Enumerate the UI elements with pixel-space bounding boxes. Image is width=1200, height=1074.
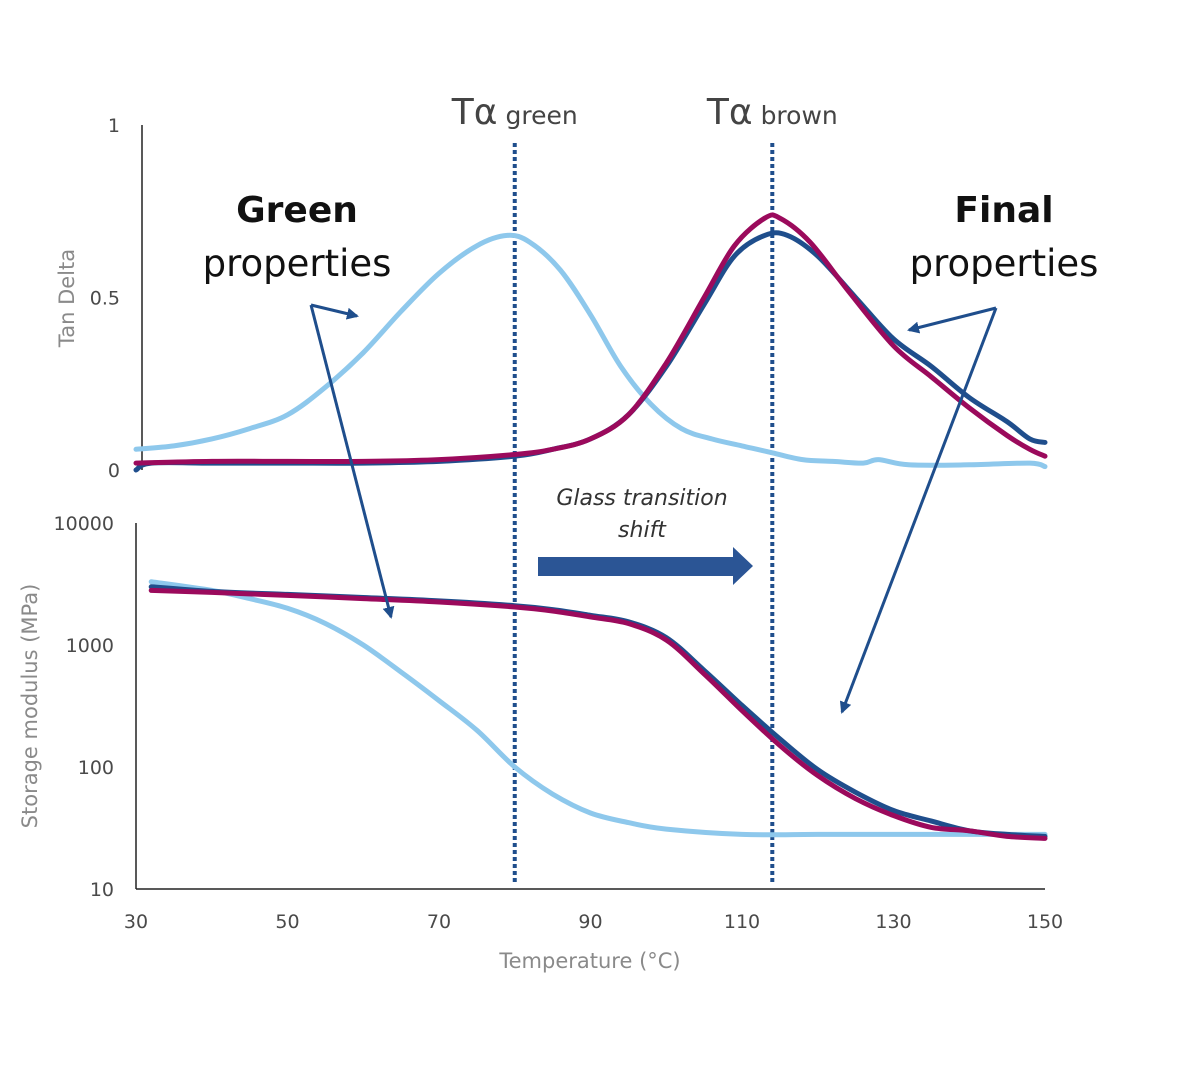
x-tick-label: 90: [578, 911, 602, 933]
transition-label-green: Tα green: [451, 92, 578, 133]
x-tick-label: 50: [275, 911, 299, 933]
tan-delta-series-green: [133, 232, 1048, 470]
x-tick-label: 30: [124, 911, 148, 933]
x-tick-label: 110: [724, 911, 760, 933]
x-tick-label: 130: [875, 911, 911, 933]
green-subtitle: properties: [203, 242, 392, 285]
transition-lines: Tα green Tα brown: [451, 92, 838, 885]
x-axis-title: Temperature (°C): [498, 949, 680, 973]
modulus-tick-labels: 10 100 1000 10000: [54, 513, 114, 901]
x-tick-labels: 30 50 70 90 110 130 150: [124, 911, 1063, 933]
storage-modulus-series-brown_magenta: [148, 587, 1048, 841]
y-tick-label: 100: [78, 757, 114, 779]
tan-delta-tick-labels: 00.51: [90, 115, 120, 482]
y-tick-label: 1000: [66, 635, 114, 657]
storage-modulus-series-brown_dark: [148, 584, 1048, 839]
y-tick-label: 10: [90, 879, 114, 901]
y-tick-label: 10000: [54, 513, 114, 535]
final-title: Final: [954, 190, 1053, 231]
x-tick-label: 150: [1027, 911, 1063, 933]
x-tick-label: 70: [427, 911, 451, 933]
y-tick-label: 1: [108, 115, 120, 137]
storage-modulus-series-green: [148, 579, 1048, 838]
shift-label-line2: shift: [618, 518, 667, 543]
green-arrow-tan: [310, 303, 359, 320]
y-tick-label: 0: [108, 460, 120, 482]
tan-delta-axis-title: Tan Delta: [55, 249, 79, 348]
tan-delta-series-brown_magenta: [133, 212, 1048, 466]
modulus-axis-title: Storage modulus (MPa): [18, 584, 42, 829]
series-lines: [133, 212, 1048, 841]
shift-label-line1: Glass transition: [556, 486, 727, 511]
transition-label-brown: Tα brown: [706, 92, 838, 133]
final-arrow-tan: [907, 306, 997, 334]
shift-arrow: [538, 547, 753, 585]
final-subtitle: properties: [910, 242, 1099, 285]
green-title: Green: [236, 190, 358, 231]
final-arrow-modulus: [839, 307, 998, 714]
green-arrow-modulus: [309, 304, 395, 619]
y-tick-label: 0.5: [90, 288, 120, 310]
